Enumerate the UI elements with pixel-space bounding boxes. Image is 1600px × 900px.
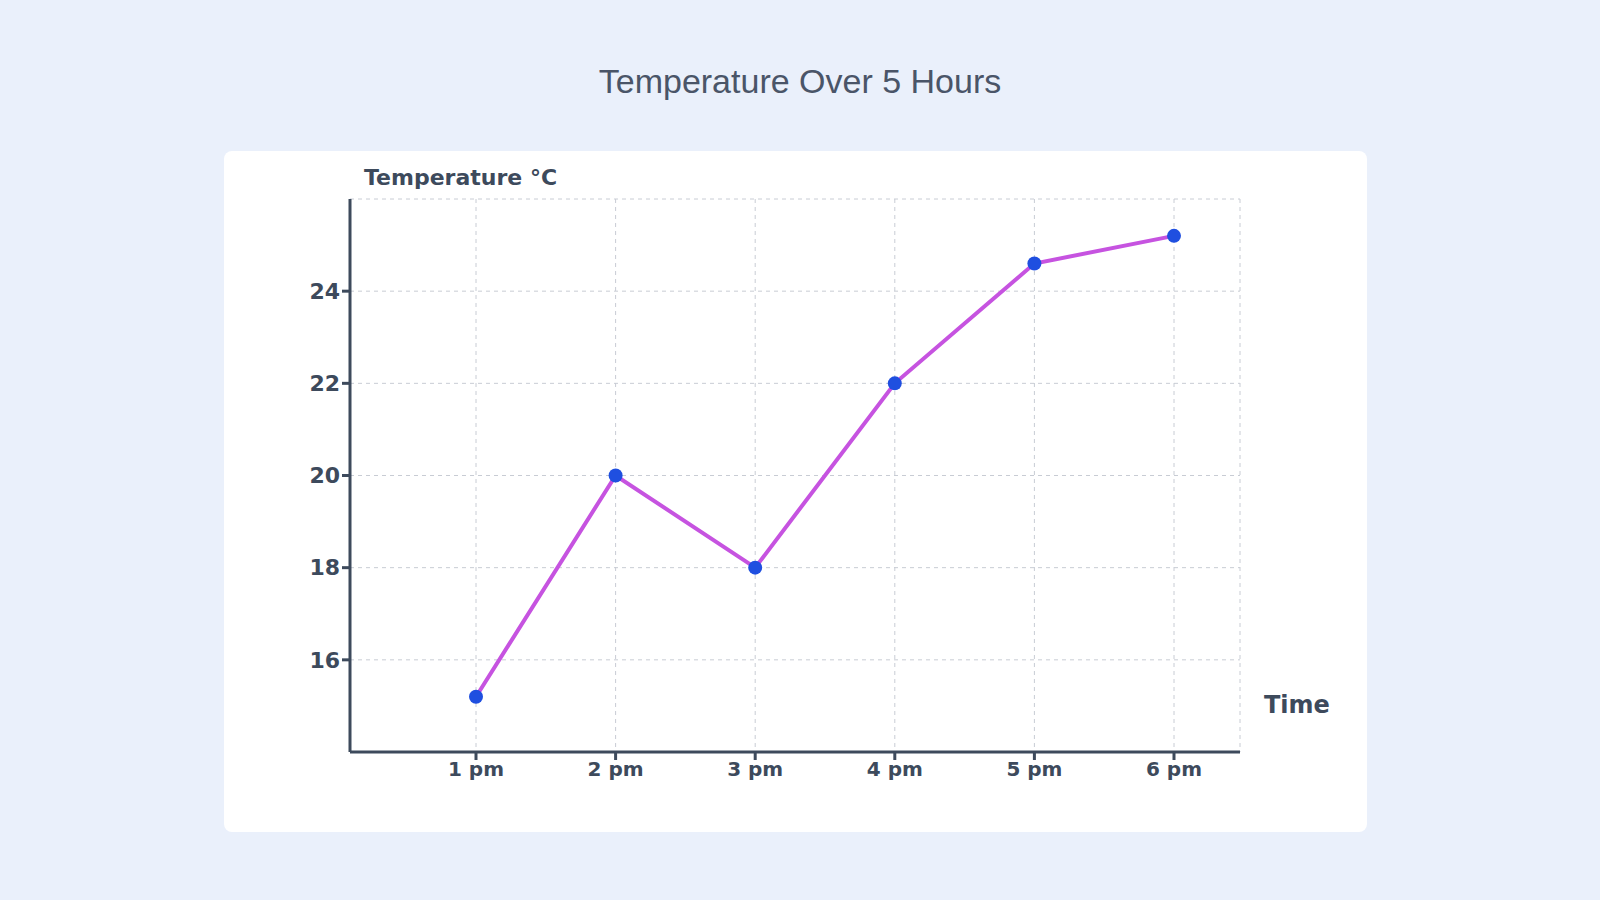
html-text:Temperature Over 5 Hours: Temperature Over 5 Hours xyxy=(598,62,1002,100)
svg-text:3 pm: 3 pm xyxy=(727,757,783,781)
svg-text:1 pm: 1 pm xyxy=(448,757,504,781)
svg-text:5 pm: 5 pm xyxy=(1006,757,1062,781)
svg-text:18: 18 xyxy=(309,555,340,580)
html-text:Time: Time xyxy=(1264,691,1330,719)
svg-text:22: 22 xyxy=(309,371,340,396)
svg-text:24: 24 xyxy=(309,279,340,304)
svg-text:16: 16 xyxy=(309,648,340,673)
html-text:Temperature °C: Temperature °C xyxy=(364,165,558,190)
svg-text:6 pm: 6 pm xyxy=(1146,757,1202,781)
svg-text:2 pm: 2 pm xyxy=(588,757,644,781)
svg-text:20: 20 xyxy=(309,463,340,488)
svg-text:4 pm: 4 pm xyxy=(867,757,923,781)
